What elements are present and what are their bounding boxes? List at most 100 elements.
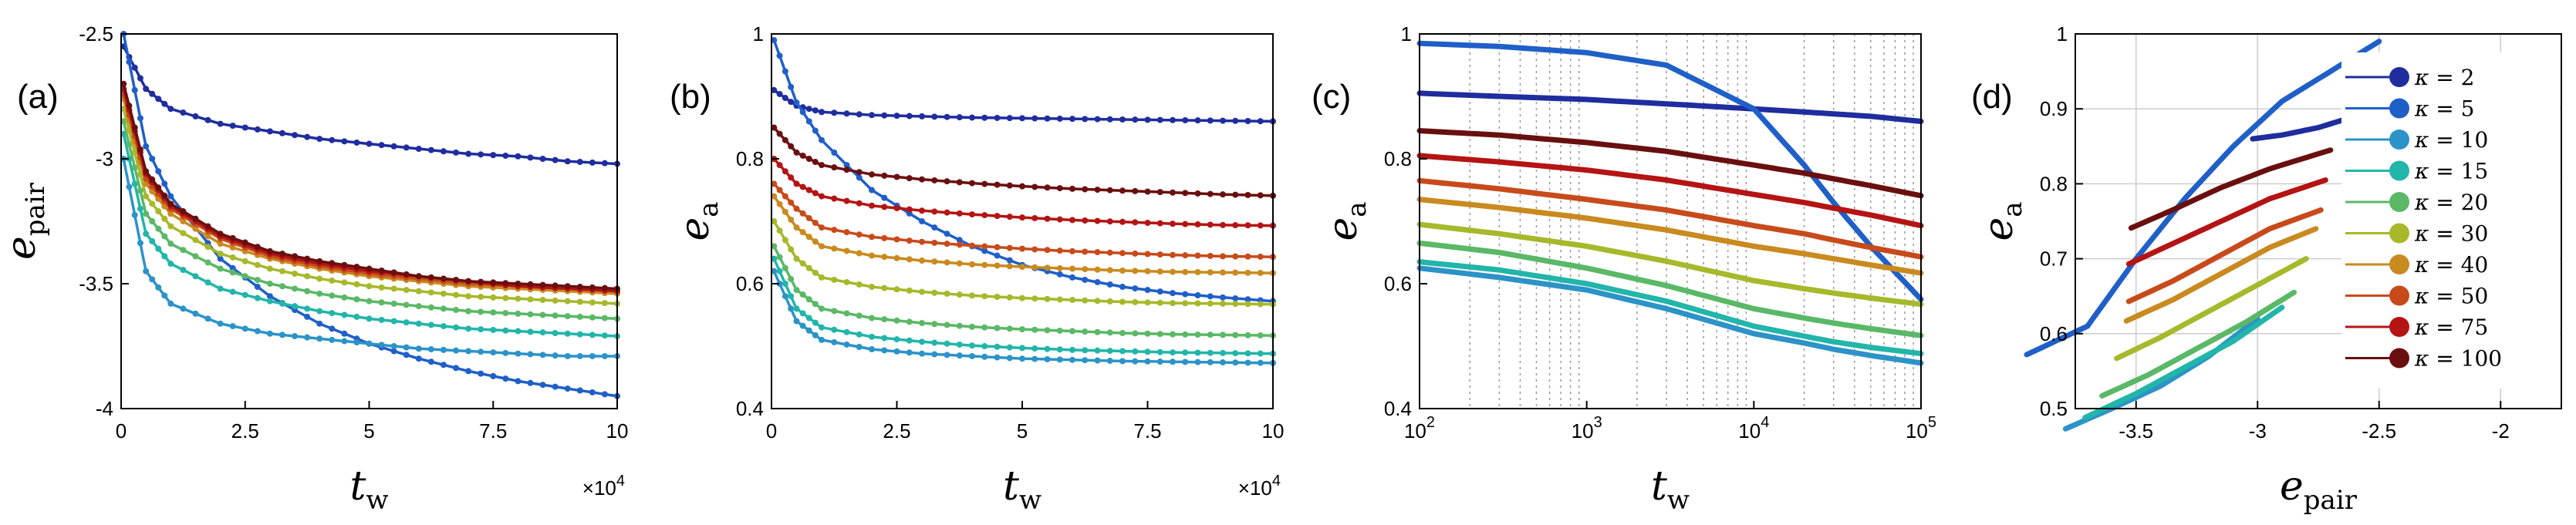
data-point <box>478 294 484 301</box>
y-tick-label: -3 <box>96 147 113 170</box>
data-point <box>843 229 850 236</box>
data-point <box>304 255 311 262</box>
data-point <box>805 296 812 303</box>
data-point <box>819 305 825 312</box>
data-point <box>1257 118 1264 125</box>
data-point <box>366 283 373 290</box>
data-point <box>994 213 1001 220</box>
legend-item: κ = 75 <box>2345 315 2488 340</box>
data-point <box>956 114 963 121</box>
data-point <box>819 274 825 281</box>
data-point <box>893 317 900 324</box>
data-point <box>341 330 348 337</box>
series-4 <box>2099 289 2297 399</box>
data-point <box>515 328 522 335</box>
data-point <box>192 253 199 260</box>
data-point <box>1094 266 1101 273</box>
data-point <box>527 311 534 318</box>
data-point <box>776 281 783 287</box>
data-point <box>1069 185 1075 192</box>
data-point <box>180 218 187 224</box>
data-point <box>931 258 938 265</box>
data-point <box>776 187 783 194</box>
data-point <box>204 279 211 286</box>
series-9 <box>771 124 1276 199</box>
data-point <box>1144 268 1151 274</box>
data-point <box>782 68 788 75</box>
data-point <box>1257 350 1264 357</box>
data-point <box>1082 347 1089 354</box>
tick-exponent: 2 <box>1426 414 1435 431</box>
data-point <box>1106 329 1113 336</box>
data-point <box>799 291 806 298</box>
data-point <box>1232 331 1239 338</box>
legend-swatch-marker <box>2389 223 2409 244</box>
data-point <box>1194 221 1201 228</box>
series-5 <box>2114 256 2309 362</box>
data-point <box>527 296 534 303</box>
data-point <box>919 207 925 214</box>
data-point <box>266 281 273 287</box>
data-point <box>843 278 850 285</box>
data-point <box>776 268 783 274</box>
data-point <box>919 238 925 245</box>
legend-value: = 40 <box>2436 252 2488 278</box>
data-point <box>1082 217 1089 224</box>
data-point <box>353 281 360 288</box>
data-point <box>1006 214 1013 220</box>
y-tick-label: -2.5 <box>79 22 113 45</box>
data-point <box>819 162 825 169</box>
data-point <box>192 113 199 119</box>
data-point <box>1056 216 1063 223</box>
data-point <box>266 128 273 135</box>
data-point <box>1194 358 1201 365</box>
y-tick-label: 0.6 <box>736 272 764 295</box>
data-point <box>1119 329 1126 336</box>
data-point <box>994 294 1001 301</box>
data-point <box>341 138 348 145</box>
data-point <box>1144 251 1151 257</box>
data-point <box>266 298 273 305</box>
series-4 <box>120 118 620 322</box>
x-tick-label: 0 <box>766 419 777 443</box>
data-point <box>969 114 975 121</box>
data-point <box>805 327 812 334</box>
data-point <box>1170 349 1176 356</box>
data-point <box>390 143 397 150</box>
data-point <box>819 193 825 200</box>
data-point <box>869 315 875 321</box>
data-point <box>490 294 497 301</box>
legend-swatch-marker <box>2389 160 2409 181</box>
data-point <box>1156 189 1163 196</box>
y-axis-label: ea <box>1976 201 2028 241</box>
data-point <box>155 184 162 191</box>
data-point <box>994 262 1001 269</box>
data-point <box>390 300 397 307</box>
data-point <box>969 180 975 187</box>
data-point <box>1119 298 1126 305</box>
data-point <box>465 348 472 355</box>
data-point <box>292 303 299 310</box>
data-point <box>1244 296 1251 303</box>
data-point <box>440 362 447 369</box>
x-tick-label: 2.5 <box>231 419 259 443</box>
data-point <box>266 265 273 272</box>
data-point <box>843 247 850 254</box>
data-point <box>137 205 143 212</box>
data-point <box>126 183 133 190</box>
data-point <box>564 283 571 290</box>
y-axis-label: epair <box>0 182 51 260</box>
data-point <box>812 159 819 166</box>
data-point <box>1207 252 1214 259</box>
data-point <box>1144 358 1151 365</box>
data-point <box>1019 214 1025 221</box>
data-point <box>1220 269 1226 276</box>
data-point <box>981 243 988 250</box>
data-point <box>956 241 963 248</box>
x-exponent-power: 4 <box>616 473 625 490</box>
data-point <box>782 95 788 102</box>
data-point <box>204 259 211 266</box>
data-point <box>782 281 788 287</box>
data-point <box>869 171 875 178</box>
data-point <box>1082 186 1089 193</box>
